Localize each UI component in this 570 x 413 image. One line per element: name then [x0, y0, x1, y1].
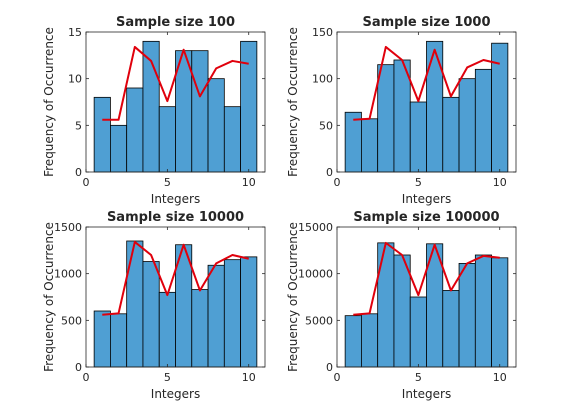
y-tick-label: 0: [326, 166, 333, 179]
bar-6: [426, 40, 444, 173]
bar-3: [377, 64, 395, 173]
subplot-1: 0 5 10 0 5 10 15 Sample size 100 Integers Frequen…: [42, 15, 266, 206]
y-tick-label: 10000: [298, 268, 333, 281]
y-tick-label: 0: [75, 166, 82, 179]
series-line: [102, 240, 249, 316]
y-tick-label: 1500: [54, 221, 82, 234]
bar-1: [344, 111, 362, 173]
x-axis-label: Integers: [151, 387, 200, 401]
bar-2: [110, 313, 128, 368]
bar-3: [126, 240, 144, 368]
bar-10: [240, 256, 258, 368]
y-tick-label: 150: [312, 26, 333, 39]
series-line: [353, 241, 500, 316]
bar-10: [240, 40, 258, 173]
bar-2: [361, 118, 379, 173]
x-tick-label: 5: [164, 371, 171, 384]
bar-5: [409, 101, 427, 173]
y-tick-label: 500: [61, 314, 82, 327]
bar-5: [158, 291, 176, 368]
y-tick-label: 15: [68, 26, 82, 39]
subplot-title: Sample size 100: [116, 15, 235, 30]
x-tick-label: 5: [415, 371, 422, 384]
y-axis-label: Frequency of Occurrence: [42, 27, 56, 177]
subplot-title: Sample size 1000: [362, 15, 490, 30]
x-tick-label: 5: [415, 176, 422, 189]
y-tick-label: 5: [75, 119, 82, 132]
y-tick-label: 0: [326, 361, 333, 374]
subplot-title: Sample size 100000: [353, 210, 499, 225]
axes-box: [336, 226, 517, 368]
y-tick-label: 5000: [305, 314, 333, 327]
bar-5: [409, 296, 427, 368]
y-tick-label: 50: [319, 119, 333, 132]
bar-3: [377, 242, 395, 368]
subplot-4: 0 5 10 0 5000 10000 15000 Sample size 100000 Int…: [286, 210, 517, 401]
x-axis-label: Integers: [402, 192, 451, 206]
bar-8: [207, 264, 225, 368]
x-tick-label: 10: [493, 371, 507, 384]
y-tick-label: 15000: [298, 221, 333, 234]
x-tick-label: 10: [242, 176, 256, 189]
x-axis-label: Integers: [402, 387, 451, 401]
x-axis-label: Integers: [151, 192, 200, 206]
bar-4: [393, 254, 411, 368]
bar-3: [126, 87, 144, 173]
x-tick-label: 0: [334, 176, 341, 189]
bar-4: [142, 261, 160, 368]
bar-7: [191, 50, 209, 173]
bar-5: [158, 106, 176, 173]
subplot-3: 0 5 10 0 500 1000 1500 Sample size 10000 Integer…: [42, 210, 266, 401]
x-tick-label: 0: [83, 176, 90, 189]
axes-box: [85, 31, 266, 173]
y-axis-label: Frequency of Occurrence: [42, 222, 56, 372]
y-tick-label: 1000: [54, 268, 82, 281]
y-axis-label: Frequency of Occurrence: [286, 27, 300, 177]
y-tick-label: 10: [68, 73, 82, 86]
bar-9: [223, 106, 241, 173]
x-tick-label: 0: [83, 371, 90, 384]
subplot-title: Sample size 10000: [107, 210, 244, 225]
bar-1: [93, 310, 111, 368]
series-line: [102, 45, 249, 121]
bar-8: [458, 262, 476, 368]
bar-9: [474, 68, 492, 173]
x-tick-label: 10: [242, 371, 256, 384]
x-tick-label: 5: [164, 176, 171, 189]
x-tick-label: 10: [493, 176, 507, 189]
bar-10: [491, 257, 509, 368]
x-tick-label: 0: [334, 371, 341, 384]
y-axis-label: Frequency of Occurrence: [286, 222, 300, 372]
bar-1: [93, 96, 111, 173]
axes-box: [85, 226, 266, 368]
y-tick-label: 100: [312, 73, 333, 86]
bar-2: [361, 313, 379, 368]
y-tick-label: 0: [75, 361, 82, 374]
bar-8: [207, 78, 225, 173]
bar-7: [442, 96, 460, 173]
bar-1: [344, 315, 362, 368]
bar-2: [110, 124, 128, 173]
bar-9: [223, 259, 241, 368]
axes-box: [336, 31, 517, 173]
bar-7: [442, 290, 460, 368]
series-line: [353, 45, 500, 121]
bar-8: [458, 78, 476, 173]
bar-9: [474, 254, 492, 368]
bar-7: [191, 289, 209, 368]
